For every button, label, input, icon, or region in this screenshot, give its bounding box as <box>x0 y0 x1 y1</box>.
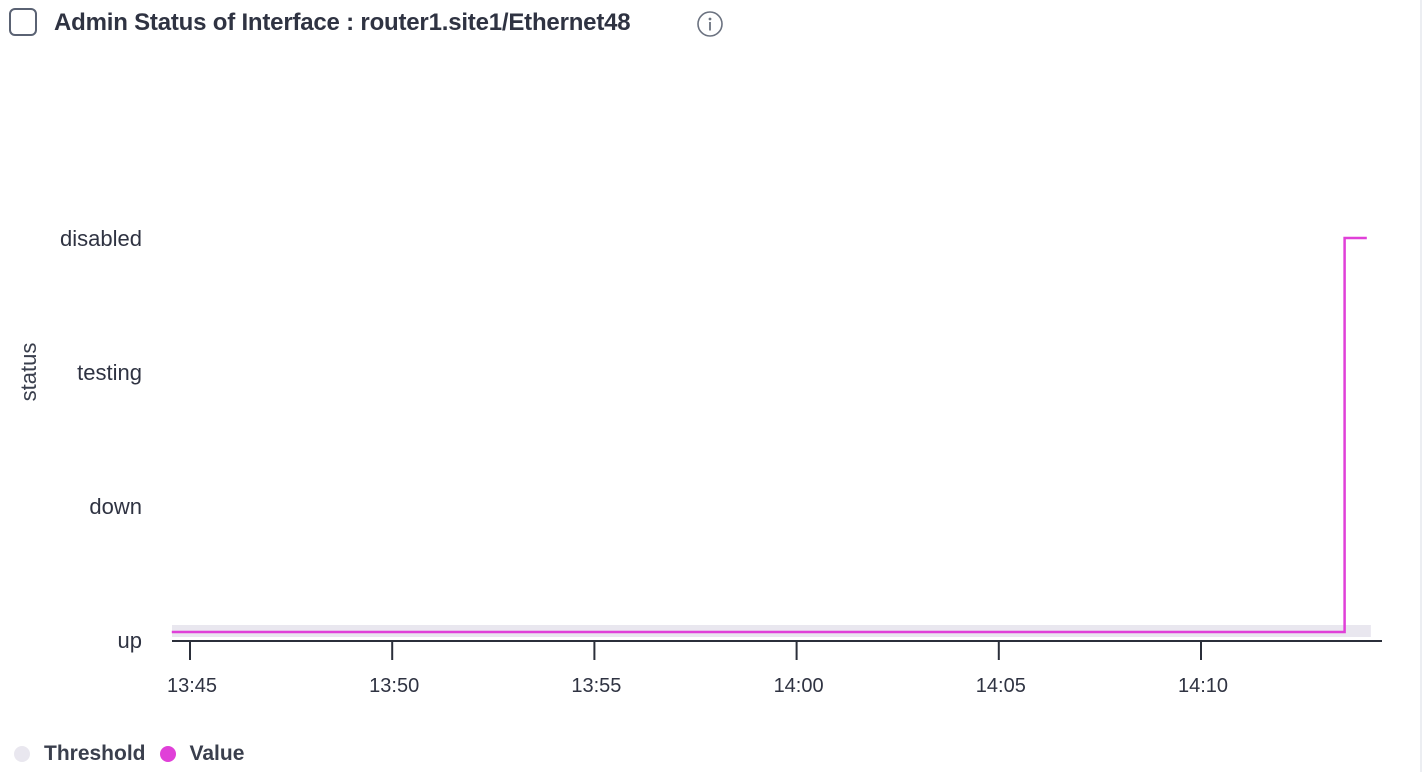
panel-title: Admin Status of Interface : router1.site… <box>54 9 631 36</box>
status-chart: status up down testing disabled 13:45 13:50 13:… <box>16 226 1382 697</box>
value-series-line <box>171 236 1367 634</box>
x-tick-label-0: 13:45 <box>167 675 217 697</box>
legend-threshold-dot <box>14 746 30 762</box>
x-tick-label-3: 14:00 <box>774 675 824 697</box>
x-tick-label-1: 13:50 <box>369 675 419 697</box>
x-tick-label-5: 14:10 <box>1178 675 1228 697</box>
y-tick-label-disabled: disabled <box>60 226 142 251</box>
info-icon[interactable] <box>697 11 723 37</box>
legend-item-value[interactable]: Value <box>159 742 245 766</box>
panel-border <box>1420 0 1422 772</box>
chart-legend: Threshold Value <box>14 740 258 768</box>
x-tick-label-2: 13:55 <box>571 675 621 697</box>
y-tick-label-down: down <box>89 494 142 519</box>
y-tick-label-testing: testing <box>77 360 142 385</box>
legend-item-threshold[interactable]: Threshold <box>14 742 146 766</box>
panel-header: Admin Status of Interface : router1.site… <box>0 0 1422 50</box>
x-tick-label-4: 14:05 <box>976 675 1026 697</box>
y-tick-label-up: up <box>118 628 142 653</box>
select-checkbox[interactable] <box>9 8 37 36</box>
legend-threshold-label: Threshold <box>44 742 146 765</box>
y-axis-title: status <box>16 343 41 402</box>
legend-value-label: Value <box>189 742 245 765</box>
legend-value-dot <box>159 746 176 762</box>
